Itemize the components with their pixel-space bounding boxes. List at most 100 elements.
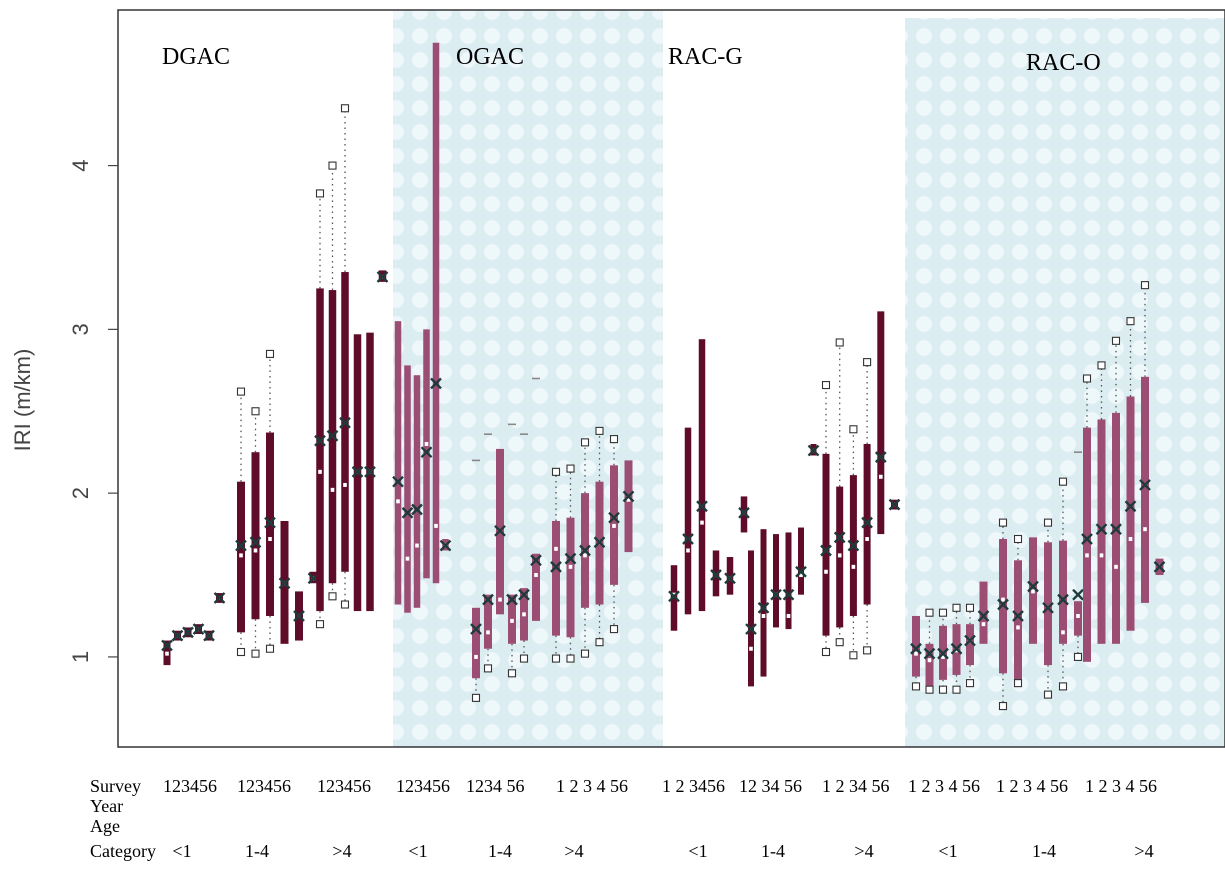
box-outlier [925, 685, 934, 694]
survey-label: 123456 [396, 776, 450, 796]
box-mean-marker [997, 598, 1009, 611]
row-label-category: Category [90, 841, 156, 861]
box-mean-marker [1012, 610, 1024, 622]
box-outlier [265, 349, 275, 358]
box-median [686, 548, 690, 553]
box-outlier [863, 358, 872, 367]
box-mean-marker [861, 516, 873, 529]
box-outlier [328, 161, 337, 170]
box-outlier [938, 608, 948, 617]
box-45 [770, 534, 782, 628]
survey-label: 1 2 3 4 56 [556, 776, 628, 796]
y-axis-label: IRI (m/km) [10, 349, 35, 452]
box-body [1074, 601, 1082, 636]
box-mean-marker [213, 592, 226, 604]
box-outlier [595, 426, 604, 435]
box-outlier [251, 649, 260, 658]
box-1 [161, 639, 173, 666]
box-median [268, 537, 272, 542]
box-mean-marker [1110, 523, 1122, 536]
box-6 [213, 592, 226, 604]
box-29 [518, 433, 530, 663]
box-38 [682, 427, 694, 615]
survey-label: 12 34 56 [739, 776, 802, 796]
box-median [1061, 630, 1065, 635]
box-outlier [609, 625, 619, 634]
box-64 [1042, 518, 1054, 699]
box-outlier [998, 702, 1008, 711]
box-body [798, 527, 804, 595]
box-outlier [507, 669, 517, 678]
box-body [1014, 560, 1022, 684]
box-mean-marker [668, 590, 680, 603]
box-outlier [863, 646, 872, 655]
box-mean-marker [401, 506, 414, 519]
box-median [165, 651, 169, 656]
box-mean-marker [1124, 500, 1137, 513]
box-9 [264, 349, 276, 653]
box-52 [861, 358, 873, 655]
box-mean-marker [1027, 580, 1039, 593]
box-body [624, 460, 633, 553]
box-40 [710, 550, 722, 597]
box-mean-marker [249, 536, 262, 549]
box-median [1031, 589, 1035, 594]
box-body [912, 615, 920, 677]
box-body [472, 607, 480, 679]
box-mean-marker [530, 554, 542, 567]
box-72 [1153, 558, 1166, 576]
box-mean-marker [293, 610, 305, 622]
box-outlier [1013, 679, 1023, 688]
box-median [1085, 553, 1089, 558]
box-mean-marker [757, 601, 770, 614]
box-mean-marker [470, 623, 482, 635]
box-outlier [835, 338, 844, 347]
box-mean-marker [1072, 588, 1084, 601]
box-24 [439, 539, 452, 552]
group-label-rac-g: RAC-G [668, 44, 743, 70]
box-mean-marker [874, 451, 887, 463]
box-median [879, 474, 883, 479]
box-outlier [1073, 652, 1083, 661]
box-mean-marker [1081, 533, 1093, 545]
box-70 [1124, 317, 1137, 631]
age-category-label: 1-4 [245, 841, 269, 861]
box-61 [997, 518, 1009, 711]
box-body [1044, 542, 1052, 666]
box-median [749, 646, 753, 651]
box-median [568, 564, 573, 569]
box-mean-marker [278, 577, 291, 590]
box-mean-marker [696, 500, 708, 513]
box-outlier [849, 425, 858, 434]
box-mean-marker [782, 588, 795, 601]
box-56 [923, 608, 936, 694]
box-body [413, 375, 421, 608]
box-68 [1095, 361, 1108, 644]
box-median [941, 654, 945, 659]
box-mean-marker [770, 588, 782, 601]
box-outlier [1043, 518, 1053, 527]
age-category-label: >4 [332, 841, 351, 861]
box-mean-marker [430, 377, 442, 390]
box-median [396, 499, 400, 504]
box-median [554, 546, 558, 551]
box-mean-marker [264, 516, 276, 529]
age-category-label: 1-4 [761, 841, 785, 861]
box-42 [738, 496, 750, 533]
box-body [532, 553, 540, 621]
box-8 [249, 407, 262, 658]
box-outlier [1126, 317, 1135, 326]
box-mean-marker [203, 629, 215, 642]
box-median [318, 469, 322, 474]
age-category-label: <1 [688, 841, 707, 861]
box-mean-marker [506, 593, 518, 606]
box-outlier [925, 608, 934, 617]
box-5 [203, 629, 215, 642]
box-outlier [1043, 690, 1053, 699]
box-mean-marker [1042, 601, 1054, 614]
box-median [1099, 553, 1104, 558]
box-mean-marker [964, 634, 976, 647]
box-mean-marker [171, 629, 184, 642]
box-47 [795, 527, 807, 595]
